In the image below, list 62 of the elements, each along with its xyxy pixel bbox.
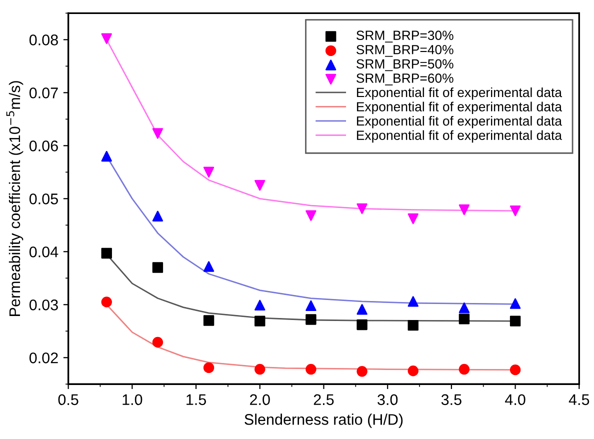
point (101, 248, 112, 259)
point (152, 210, 164, 222)
point (458, 204, 470, 216)
legend-label: Exponential fit of experimental data (356, 130, 562, 143)
legend-label: SRM_BRP=60% (356, 74, 454, 86)
point (458, 364, 470, 375)
point (408, 320, 418, 331)
point (203, 362, 214, 374)
x-tick-label: 4.0 (505, 394, 526, 406)
x-tick-label: 1.0 (122, 394, 142, 406)
point (306, 300, 316, 312)
point (254, 316, 266, 326)
point (203, 166, 214, 178)
x-tick-label: 2.0 (250, 394, 270, 406)
point (152, 262, 164, 273)
point (203, 315, 214, 326)
point (408, 366, 418, 376)
point (306, 314, 316, 325)
point (510, 298, 521, 309)
point (356, 203, 368, 214)
x-axis-title: Slenderness ratio (H/D) (244, 414, 403, 428)
y-tick-label: 0.02 (29, 352, 58, 364)
x-tick-label: 4.5 (568, 394, 590, 406)
point (254, 300, 266, 311)
legend-label: SRM_BRP=40% (356, 44, 454, 57)
point (356, 319, 368, 330)
point (306, 364, 316, 375)
point (458, 314, 470, 324)
y-tick-label: 0.04 (29, 246, 58, 258)
legend-label: SRM_BRP=50% (356, 59, 454, 72)
y-tick-label: 0.03 (29, 300, 58, 310)
point (356, 304, 368, 315)
point (408, 296, 418, 307)
y-tick-label: 0.06 (29, 140, 58, 152)
point (356, 366, 368, 377)
point (152, 336, 164, 348)
point (152, 128, 164, 139)
legend-label: SRM_BRP=30% (356, 30, 454, 43)
point (203, 261, 214, 272)
point (101, 150, 112, 162)
legend-label: Exponential fit of experimental data (356, 102, 562, 114)
y-tick-label: 0.05 (29, 194, 58, 204)
point (408, 213, 418, 224)
x-tick-label: 2.5 (314, 394, 334, 406)
x-tick-label: 3.5 (441, 394, 462, 406)
point (101, 33, 112, 44)
point (510, 364, 521, 376)
x-tick-label: 3.0 (378, 394, 398, 406)
legend-label: Exponential fit of experimental data (356, 87, 562, 100)
point (101, 296, 112, 308)
point (306, 210, 316, 221)
legend-label: Exponential fit of experimental data (356, 116, 562, 128)
point (510, 205, 521, 216)
y-tick-label: 0.08 (29, 34, 58, 46)
point (510, 316, 521, 326)
point (254, 364, 266, 375)
x-tick-label: 1.5 (186, 394, 206, 406)
point (254, 180, 266, 191)
point (458, 302, 470, 314)
x-tick-label: 0.5 (58, 394, 78, 406)
y-tick-label: 0.07 (29, 88, 58, 98)
y-axis-title: Permeability coefficient (x10$^{−5}$m/s) (6, 81, 24, 316)
